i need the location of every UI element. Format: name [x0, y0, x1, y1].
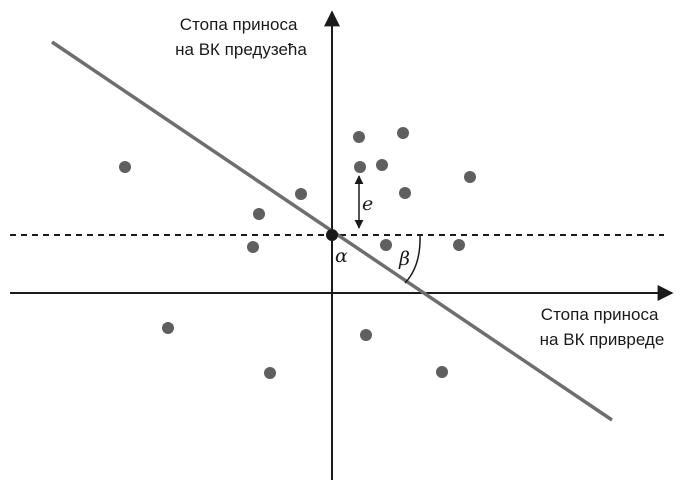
data-point [247, 241, 259, 253]
data-point [360, 329, 372, 341]
data-point [399, 187, 411, 199]
data-point [264, 367, 276, 379]
data-point [253, 208, 265, 220]
y-axis-label-line: Стопа приноса [180, 15, 298, 34]
x-axis-label-line: на ВК привреде [540, 330, 665, 349]
data-point [295, 188, 307, 200]
slope-angle-arc [404, 234, 421, 284]
error-symbol: e [362, 193, 373, 215]
data-point [453, 239, 465, 251]
data-point [380, 239, 392, 251]
x-axis-label-line: Стопа приноса [541, 305, 659, 324]
data-point [376, 159, 388, 171]
intercept-symbol: α [335, 245, 348, 267]
data-point [464, 171, 476, 183]
data-point [119, 161, 131, 173]
intercept-point [326, 229, 338, 241]
data-point [436, 366, 448, 378]
data-point [354, 161, 366, 173]
data-point [162, 322, 174, 334]
y-axis-label-line: на ВК предузећа [175, 40, 307, 59]
data-points [119, 127, 476, 379]
slope-symbol: β [398, 248, 410, 270]
data-point [397, 127, 409, 139]
data-point [353, 131, 365, 143]
x-axis-label: Стопа приноса на ВК привреде [540, 305, 665, 349]
y-axis-label: Стопа приноса на ВК предузећа [175, 15, 307, 59]
